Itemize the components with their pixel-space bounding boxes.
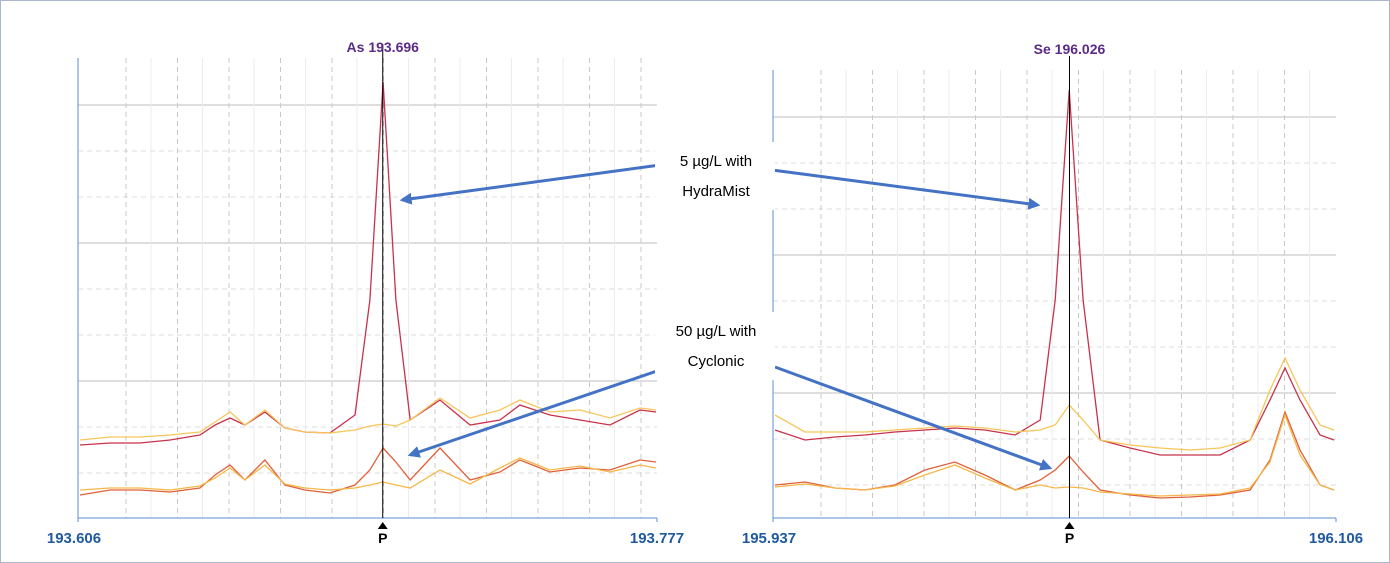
series-line (79, 81, 657, 446)
chart-title: As 193.696 (347, 39, 420, 55)
label-bg (655, 312, 775, 380)
series-line (774, 413, 1335, 497)
series-line (774, 89, 1335, 456)
chart-title: Se 196.026 (1034, 41, 1106, 57)
arrow (774, 365, 1053, 471)
series-line (774, 356, 1335, 451)
arrow (771, 168, 1041, 210)
arrow (407, 368, 661, 458)
peak-label: P (378, 530, 387, 546)
x-tick-label: 196.106 (1309, 530, 1363, 547)
arrow (399, 163, 661, 205)
x-tick-label: 193.606 (47, 530, 101, 547)
label-bg (655, 142, 775, 210)
peak-label: P (1065, 530, 1074, 546)
series-line (79, 446, 657, 496)
annotation: 50 µg/L with (676, 323, 757, 340)
annotation: 5 µg/L with (680, 153, 752, 170)
peak-marker (377, 522, 388, 529)
peak-marker (1064, 522, 1075, 529)
annotation: HydraMist (682, 183, 750, 200)
series-line (774, 410, 1335, 499)
x-tick-label: 195.937 (742, 530, 796, 547)
series-line (79, 457, 657, 491)
arrows (399, 163, 1053, 471)
annotation: Cyclonic (688, 353, 745, 370)
x-tick-label: 193.777 (630, 530, 684, 547)
